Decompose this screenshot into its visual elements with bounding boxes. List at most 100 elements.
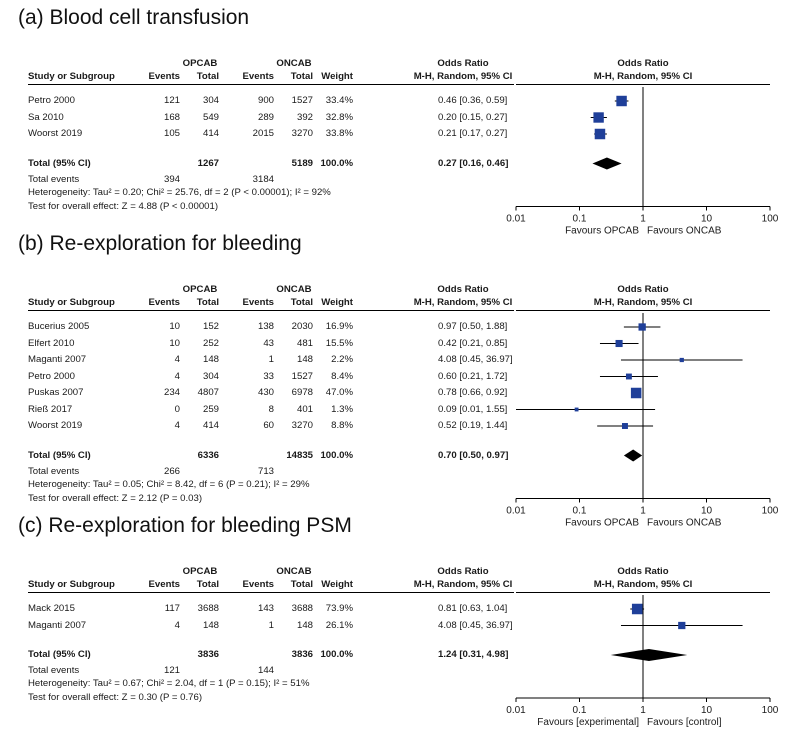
- odds-ratio-ci: 4.08 [0.45, 36.97]: [438, 619, 513, 631]
- panel-title: (b) Re-exploration for bleeding: [18, 232, 302, 255]
- study-weight: 33.4%: [325, 95, 353, 106]
- total-label: Total (95% CI): [28, 449, 91, 461]
- odds-ratio-ci: 0.46 [0.36, 0.59]: [438, 95, 508, 106]
- study-name: Petro 2000: [28, 95, 75, 106]
- events-oncab: 60: [263, 420, 274, 431]
- total-events-opcab: 266: [163, 465, 180, 477]
- total-opcab: 1267: [197, 157, 219, 169]
- favours-left-label: Favours OPCAB: [565, 226, 639, 237]
- study-weight: 8.4%: [331, 370, 353, 382]
- total-events-opcab: 394: [163, 173, 180, 185]
- total-oncab: 148: [296, 619, 313, 631]
- total-events-label: Total events: [28, 173, 80, 185]
- overall-effect-text: Test for overall effect: Z = 0.30 (P = 0…: [28, 692, 203, 703]
- total-oncab: 6978: [291, 387, 313, 398]
- x-tick-label: 10: [701, 214, 713, 225]
- odds-ratio-header: Odds Ratio: [437, 284, 489, 295]
- study-weight: 47.0%: [325, 387, 353, 398]
- x-tick-label: 0.1: [573, 214, 587, 225]
- total-weight: 100.0%: [320, 157, 353, 169]
- total-oncab: 2030: [291, 321, 313, 332]
- favours-right-label: Favours [control]: [647, 717, 722, 728]
- forest-odds-ratio-header: Odds Ratio: [617, 566, 669, 577]
- total-opcab: 414: [202, 128, 219, 139]
- odds-ratio-ci: 0.21 [0.17, 0.27]: [438, 128, 508, 139]
- events-oncab: 43: [263, 337, 274, 349]
- events-oncab: 289: [257, 111, 274, 123]
- total-oncab: 392: [296, 111, 313, 123]
- group2-header: ONCAB: [276, 58, 312, 69]
- odds-ratio-ci: 0.81 [0.63, 1.04]: [438, 603, 508, 614]
- heterogeneity-text: Heterogeneity: Tau² = 0.20; Chi² = 25.76…: [28, 186, 331, 198]
- total-oncab: 1527: [291, 370, 313, 382]
- total-oncab: 148: [296, 354, 313, 365]
- events-oncab: 8: [268, 403, 274, 415]
- heterogeneity-text: Heterogeneity: Tau² = 0.05; Chi² = 8.42,…: [28, 478, 310, 490]
- total-odds-ratio-ci: 0.70 [0.50, 0.97]: [438, 449, 509, 461]
- study-name: Elfert 2010: [28, 337, 75, 349]
- total-events-label: Total events: [28, 665, 80, 676]
- odds-ratio-ci: 0.97 [0.50, 1.88]: [438, 321, 508, 332]
- total-weight: 100.0%: [320, 449, 353, 461]
- study-name: Mack 2015: [28, 603, 75, 614]
- x-tick-label: 10: [701, 506, 713, 517]
- total-odds-ratio-ci: 0.27 [0.16, 0.46]: [438, 157, 509, 169]
- total-oncab: 3270: [291, 420, 313, 431]
- study-column-header: Study or Subgroup: [28, 297, 115, 308]
- odds-ratio-ci: 0.78 [0.66, 0.92]: [438, 387, 508, 398]
- forest-method-header: M-H, Random, 95% CI: [593, 71, 693, 82]
- odds-ratio-ci: 4.08 [0.45, 36.97]: [438, 354, 513, 365]
- total2-column-header: Total: [290, 71, 313, 82]
- method-column-header: M-H, Random, 95% CI: [413, 579, 513, 590]
- study-point-estimate: [638, 323, 646, 331]
- forest-header-rule: [516, 84, 770, 85]
- group1-header: OPCAB: [182, 58, 218, 69]
- weight-column-header: Weight: [321, 297, 353, 308]
- total-odds-ratio-ci: 1.24 [0.31, 4.98]: [438, 649, 509, 660]
- total2-column-header: Total: [290, 579, 313, 590]
- forest-odds-ratio-header: Odds Ratio: [617, 58, 669, 69]
- odds-ratio-ci: 0.42 [0.21, 0.85]: [438, 337, 508, 349]
- total-opcab: 259: [202, 403, 219, 415]
- total-oncab: 3836: [291, 649, 313, 660]
- total2-column-header: Total: [290, 297, 313, 308]
- study-weight: 1.3%: [331, 403, 353, 415]
- header-rule: [28, 592, 514, 593]
- study-weight: 2.2%: [331, 354, 353, 365]
- weight-column-header: Weight: [321, 579, 353, 590]
- study-name: Rieß 2017: [28, 403, 73, 415]
- odds-ratio-header: Odds Ratio: [437, 58, 489, 69]
- study-weight: 26.1%: [325, 619, 353, 631]
- summary-diamond: [623, 449, 643, 462]
- study-weight: 16.9%: [325, 321, 353, 332]
- odds-ratio-header: Odds Ratio: [437, 566, 489, 577]
- study-column-header: Study or Subgroup: [28, 71, 115, 82]
- study-weight: 33.8%: [325, 128, 353, 139]
- events-oncab: 900: [257, 95, 274, 106]
- x-tick-label: 0.01: [506, 506, 526, 517]
- favours-left-label: Favours [experimental]: [537, 717, 639, 728]
- events-opcab: 105: [163, 128, 180, 139]
- x-tick-label: 1: [640, 214, 646, 225]
- total-oncab: 5189: [291, 157, 313, 169]
- study-point-estimate: [631, 603, 643, 615]
- study-weight: 15.5%: [325, 337, 353, 349]
- study-point-estimate: [679, 357, 684, 363]
- group1-header: OPCAB: [182, 566, 218, 577]
- total-oncab: 481: [296, 337, 313, 349]
- odds-ratio-ci: 0.09 [0.01, 1.55]: [438, 403, 508, 415]
- study-point-estimate: [593, 112, 604, 123]
- study-name: Woorst 2019: [28, 420, 83, 431]
- events-opcab: 168: [163, 111, 180, 123]
- study-name: Maganti 2007: [28, 619, 87, 631]
- favours-right-label: Favours ONCAB: [647, 226, 722, 237]
- header-rule: [28, 84, 514, 85]
- forest-header-rule: [516, 592, 770, 593]
- total-opcab: 6336: [197, 449, 219, 461]
- odds-ratio-ci: 0.52 [0.19, 1.44]: [438, 420, 508, 431]
- events-opcab: 4: [174, 420, 180, 431]
- events-oncab: 33: [263, 370, 274, 382]
- total-events-oncab: 713: [257, 465, 274, 477]
- favours-right-label: Favours ONCAB: [647, 518, 722, 529]
- panel-title: (a) Blood cell transfusion: [18, 6, 250, 29]
